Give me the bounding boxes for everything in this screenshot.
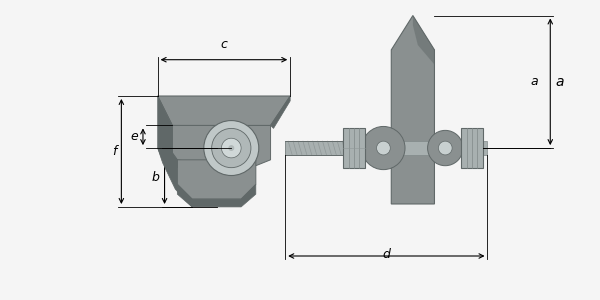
Bar <box>285 141 388 155</box>
Circle shape <box>212 128 251 168</box>
Text: a: a <box>555 75 563 89</box>
Polygon shape <box>178 184 256 207</box>
Polygon shape <box>158 96 178 168</box>
Circle shape <box>428 130 463 166</box>
Polygon shape <box>158 148 192 207</box>
Circle shape <box>439 141 452 155</box>
Polygon shape <box>158 96 290 125</box>
Polygon shape <box>178 160 256 199</box>
FancyBboxPatch shape <box>461 128 482 168</box>
Polygon shape <box>271 96 290 128</box>
Circle shape <box>221 138 241 158</box>
Bar <box>388 141 487 155</box>
FancyBboxPatch shape <box>343 128 365 168</box>
Text: f: f <box>112 145 116 158</box>
Text: d: d <box>382 248 391 261</box>
Circle shape <box>204 121 259 176</box>
Circle shape <box>362 126 405 170</box>
Circle shape <box>377 141 390 155</box>
Circle shape <box>229 145 234 151</box>
Polygon shape <box>172 125 271 166</box>
Text: a: a <box>531 75 539 88</box>
Text: c: c <box>220 38 227 51</box>
Text: e: e <box>130 130 138 143</box>
Polygon shape <box>391 16 434 204</box>
Polygon shape <box>413 16 434 64</box>
Text: b: b <box>152 171 160 184</box>
